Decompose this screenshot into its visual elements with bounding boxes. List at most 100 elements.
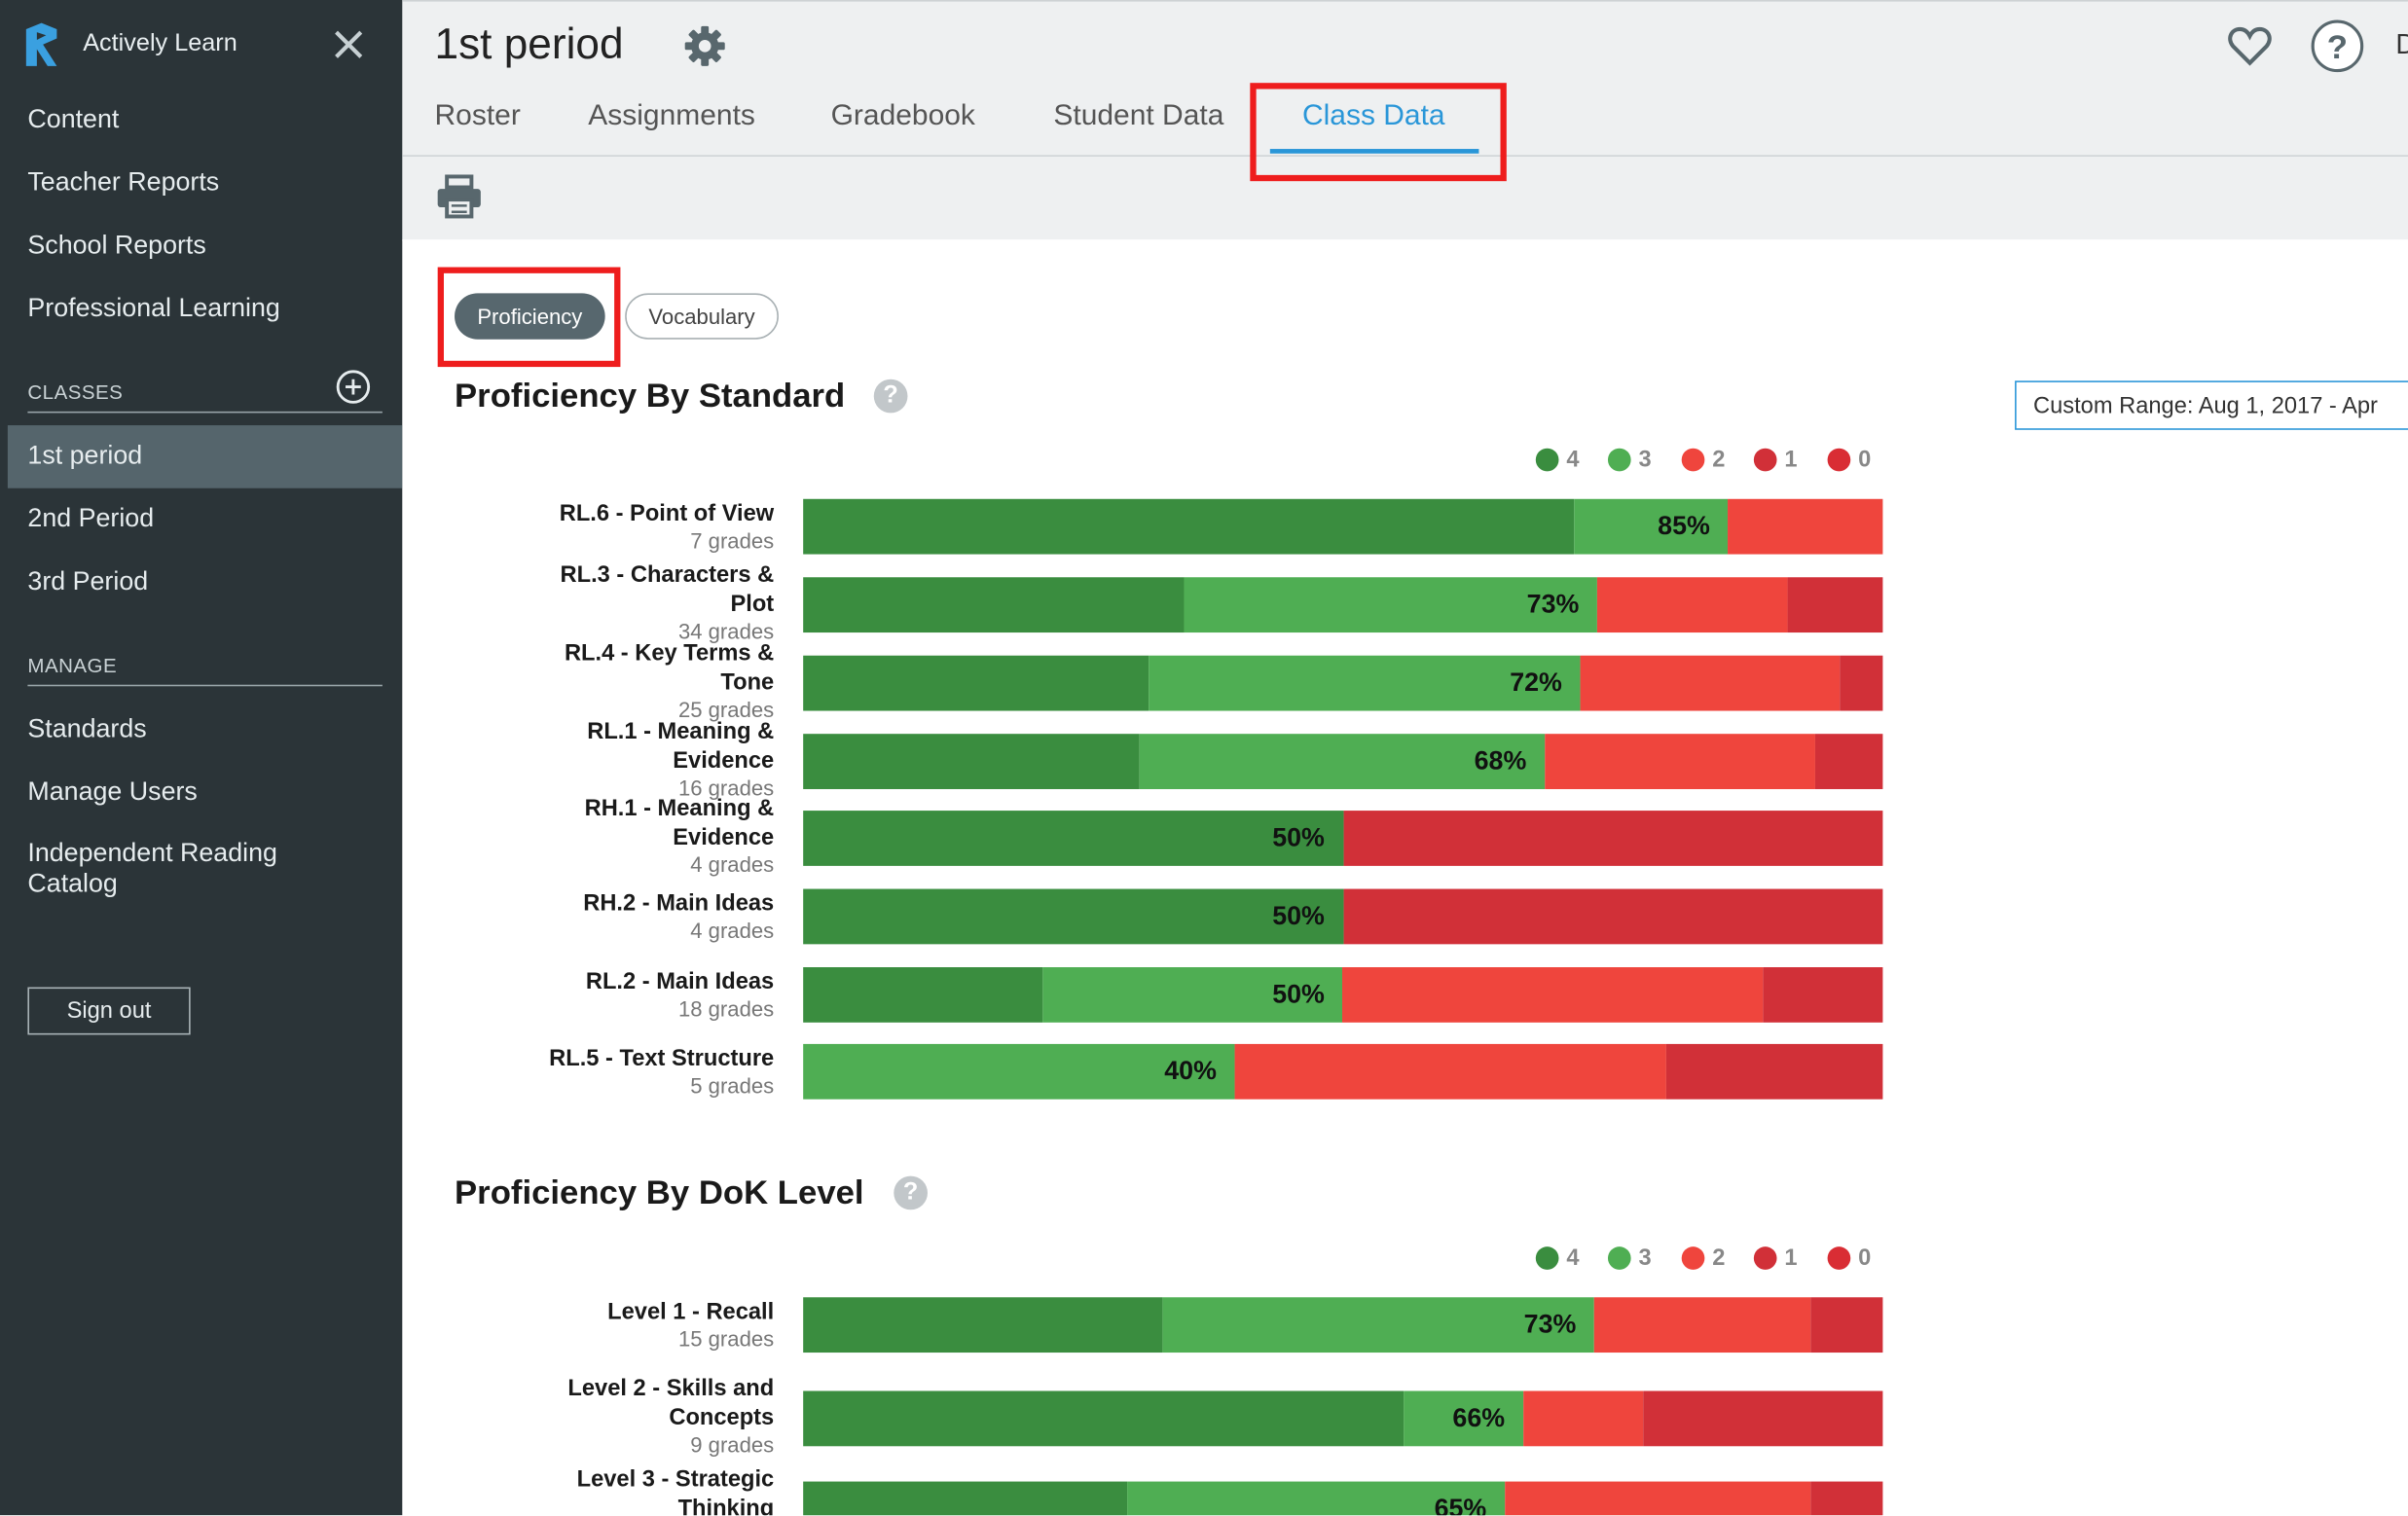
add-class-icon[interactable] <box>335 369 372 406</box>
bar-row-label: RL.4 - Key Terms & Tone 25 grades <box>402 638 774 723</box>
actively-learn-logo-icon <box>25 22 57 66</box>
manage-label: MANAGE <box>27 654 118 677</box>
bar-segment-3 <box>803 1043 1235 1100</box>
stacked-bar[interactable]: 73% <box>803 1297 1883 1354</box>
bar-segment-3 <box>1403 1390 1524 1447</box>
tab-roster[interactable]: Roster <box>434 99 521 132</box>
vocabulary-toggle[interactable]: Vocabulary <box>625 293 779 340</box>
help-circle-icon[interactable]: ? <box>873 379 908 414</box>
bar-segment-4 <box>803 1481 1127 1516</box>
bar-segment-1 <box>1763 967 1883 1023</box>
stacked-bar[interactable]: 50% <box>803 888 1883 945</box>
stacked-bar[interactable]: 65% <box>803 1481 1883 1516</box>
bar-percent-label: 65% <box>1434 1494 1487 1516</box>
legend-dot-icon <box>1535 448 1559 472</box>
header: 1st period ? D Roster Assi <box>402 0 2408 241</box>
legend-label: 0 <box>1858 1245 1872 1272</box>
legend-dot-icon <box>1681 448 1705 472</box>
help-circle-icon[interactable]: ? <box>894 1175 928 1210</box>
nav-content[interactable]: Content <box>27 104 120 134</box>
bar-grades-count: 34 grades <box>677 618 775 644</box>
nav-professional-learning[interactable]: Professional Learning <box>27 293 280 323</box>
legend-label: 2 <box>1712 1245 1726 1272</box>
bar-segment-2 <box>1234 1043 1667 1100</box>
bar-grades-count: 25 grades <box>677 697 775 722</box>
stacked-bar[interactable]: 72% <box>803 655 1883 711</box>
bar-row-label: RH.2 - Main Ideas 4 grades <box>402 889 774 945</box>
bar-segment-4 <box>803 811 1343 866</box>
bar-category-label: Level 3 - Strategic Thinking <box>576 1465 775 1516</box>
legend-item-4: 4 <box>1535 1245 1580 1271</box>
legend-dot-icon <box>1827 1246 1851 1270</box>
class-item-1st-period[interactable]: 1st period <box>27 440 143 470</box>
bar-category-label: RL.4 - Key Terms & Tone <box>564 639 775 696</box>
bar-row-label: RL.1 - Meaning & Evidence 16 grades <box>402 717 774 802</box>
tab-student-data[interactable]: Student Data <box>1053 99 1224 132</box>
bar-segment-1 <box>1810 1297 1883 1354</box>
close-icon[interactable] <box>329 24 369 64</box>
bar-percent-label: 66% <box>1452 1403 1506 1433</box>
tab-gradebook[interactable]: Gradebook <box>830 99 975 132</box>
page-title: 1st period <box>434 19 624 68</box>
legend-label: 3 <box>1638 1245 1652 1272</box>
legend-dot-icon <box>1607 1246 1631 1270</box>
legend-label: 0 <box>1858 447 1872 473</box>
bar-grades-count: 18 grades <box>677 995 775 1022</box>
class-item-active-bg[interactable] <box>7 425 403 488</box>
bar-segment-2 <box>1728 498 1883 555</box>
legend-item-3: 3 <box>1607 1245 1652 1272</box>
bar-segment-1 <box>1814 734 1883 789</box>
nav-independent-reading-catalog[interactable]: Independent Reading Catalog <box>27 838 277 899</box>
classes-label: CLASSES <box>27 380 124 404</box>
bar-percent-label: 72% <box>1510 668 1562 698</box>
bar-segment-4 <box>803 577 1186 633</box>
bar-row-label: RL.3 - Characters & Plot 34 grades <box>402 560 775 645</box>
legend-item-0: 0 <box>1827 1245 1872 1272</box>
stacked-bar[interactable]: 66% <box>803 1390 1883 1447</box>
divider <box>27 411 383 414</box>
bar-segment-4 <box>803 734 1141 789</box>
bar-segment-4 <box>803 888 1343 945</box>
bar-percent-label: 68% <box>1474 745 1527 776</box>
proficiency-toggle[interactable]: Proficiency <box>455 293 605 340</box>
class-item-2nd-period[interactable]: 2nd Period <box>27 503 155 533</box>
legend-item-4: 4 <box>1535 447 1580 473</box>
bar-segment-3 <box>1042 967 1343 1023</box>
bar-percent-label: 50% <box>1272 901 1325 931</box>
help-icon[interactable]: ? <box>2310 18 2365 74</box>
brand[interactable]: Actively Learn <box>21 18 237 71</box>
date-range-picker[interactable]: Custom Range: Aug 1, 2017 - Apr <box>2015 380 2408 430</box>
tab-assignments[interactable]: Assignments <box>588 99 755 132</box>
stacked-bar[interactable]: 85% <box>803 498 1883 555</box>
bar-percent-label: 73% <box>1526 589 1580 619</box>
bar-category-label: Level 1 - Recall <box>607 1298 775 1325</box>
bar-segment-3 <box>1149 655 1581 711</box>
bar-segment-1 <box>1342 888 1883 945</box>
legend-label: 1 <box>1784 1245 1798 1272</box>
sidebar: Actively Learn Content Teacher Reports S… <box>0 0 403 1516</box>
nav-standards[interactable]: Standards <box>27 713 147 743</box>
printer-icon[interactable] <box>435 173 484 219</box>
sign-out-button[interactable]: Sign out <box>27 987 191 1035</box>
stacked-bar[interactable]: 73% <box>803 577 1883 633</box>
tab-class-data[interactable]: Class Data <box>1301 99 1445 132</box>
nav-manage-users[interactable]: Manage Users <box>27 776 198 807</box>
bar-row-label: Level 1 - Recall 15 grades <box>402 1297 774 1353</box>
bar-segment-1 <box>1810 1481 1883 1516</box>
class-item-3rd-period[interactable]: 3rd Period <box>27 566 149 596</box>
stacked-bar[interactable]: 68% <box>803 734 1883 789</box>
heart-icon[interactable] <box>2227 23 2273 69</box>
stacked-bar[interactable]: 50% <box>803 811 1883 866</box>
stacked-bar[interactable]: 50% <box>803 967 1883 1023</box>
gear-icon[interactable] <box>682 23 728 69</box>
bar-row-label: RH.1 - Meaning & Evidence 4 grades <box>402 794 775 879</box>
bar-segment-4 <box>803 498 1575 555</box>
legend-item-1: 1 <box>1753 447 1798 473</box>
bar-segment-1 <box>1342 811 1883 866</box>
stacked-bar[interactable]: 40% <box>803 1043 1883 1100</box>
chart-legend: 4 3 2 1 0 <box>1535 447 1905 478</box>
nav-teacher-reports[interactable]: Teacher Reports <box>27 166 220 197</box>
legend-label: 2 <box>1712 447 1726 473</box>
nav-school-reports[interactable]: School Reports <box>27 230 206 260</box>
bar-category-label: RL.1 - Meaning & Evidence <box>587 718 775 775</box>
